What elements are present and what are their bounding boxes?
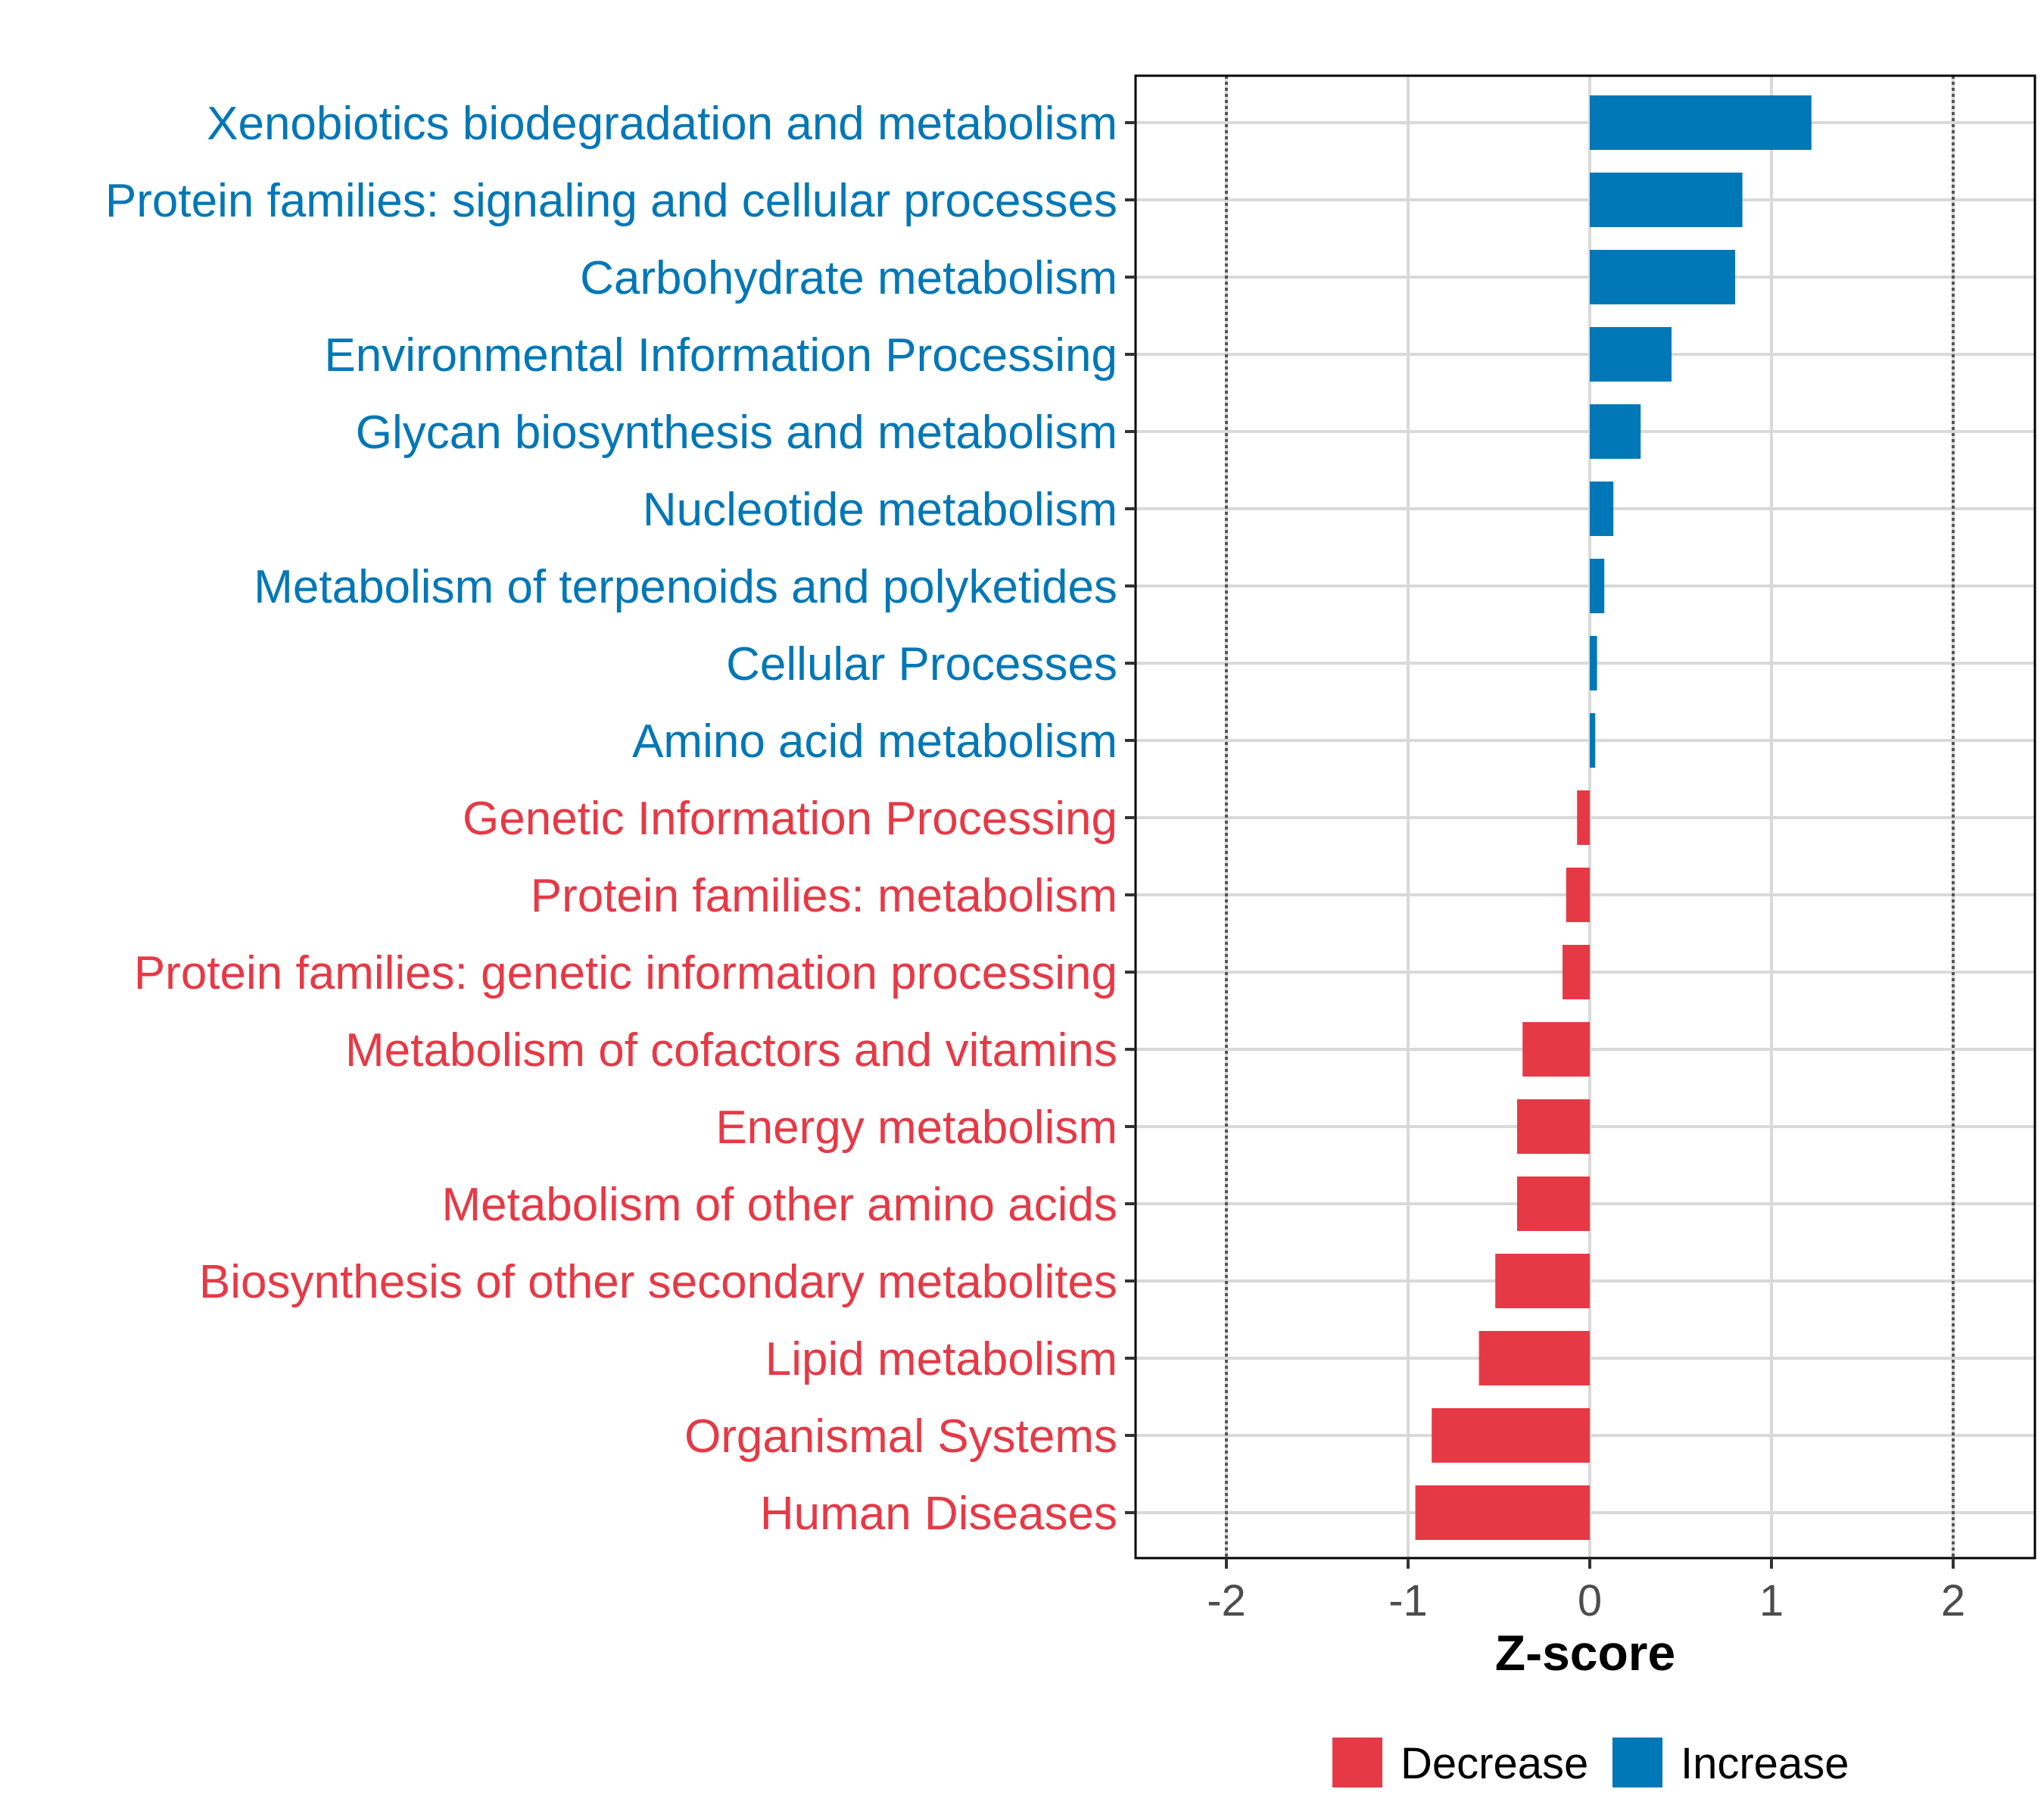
category-label: Environmental Information Processing [324,329,1117,382]
bar [1517,1177,1590,1231]
category-label: Energy metabolism [715,1102,1117,1154]
bar [1590,636,1597,690]
category-label: Nucleotide metabolism [643,484,1117,536]
bar [1478,1331,1590,1385]
x-axis-title: Z-score [1495,1625,1675,1681]
category-label: Protein families: genetic information pr… [134,947,1117,999]
bar [1590,713,1596,768]
bar [1563,945,1590,999]
x-tick-label: -1 [1388,1576,1428,1625]
category-label: Metabolism of cofactors and vitamins [345,1024,1117,1077]
legend-swatch [1612,1738,1662,1787]
x-tick-label: -2 [1207,1576,1246,1625]
bar [1590,250,1735,304]
x-tick-label: 0 [1578,1576,1602,1625]
category-label: Amino acid metabolism [632,715,1117,768]
bar [1590,404,1641,459]
bar [1590,482,1614,536]
category-label: Metabolism of other amino acids [441,1179,1117,1231]
x-tick-label: 1 [1759,1576,1784,1625]
legend-label: Increase [1681,1739,1849,1788]
bar [1495,1254,1590,1308]
legend-swatch [1332,1738,1382,1787]
category-label: Organismal Systems [684,1410,1117,1463]
category-label: Glycan biosynthesis and metabolism [356,407,1117,459]
category-label: Cellular Processes [726,638,1117,690]
category-label: Protein families: metabolism [531,870,1117,922]
category-label: Xenobiotics biodegradation and metabolis… [207,98,1117,150]
category-label: Protein families: signaling and cellular… [105,175,1117,227]
category-label: Human Diseases [760,1488,1117,1540]
bar [1577,790,1590,845]
category-label: Genetic Information Processing [463,793,1117,845]
bar [1590,173,1743,227]
bar [1415,1485,1590,1540]
bar [1522,1022,1590,1077]
bar [1590,327,1672,382]
x-tick-label: 2 [1941,1576,1965,1625]
legend-label: Decrease [1401,1739,1588,1788]
category-label: Carbohydrate metabolism [580,252,1117,304]
bar [1432,1408,1590,1463]
bar [1517,1099,1590,1154]
bar [1590,559,1605,613]
bar [1590,95,1812,150]
bar [1566,868,1590,922]
category-label: Lipid metabolism [765,1333,1117,1385]
category-label: Biosynthesis of other secondary metaboli… [199,1256,1117,1308]
category-label: Metabolism of terpenoids and polyketides [254,561,1117,613]
